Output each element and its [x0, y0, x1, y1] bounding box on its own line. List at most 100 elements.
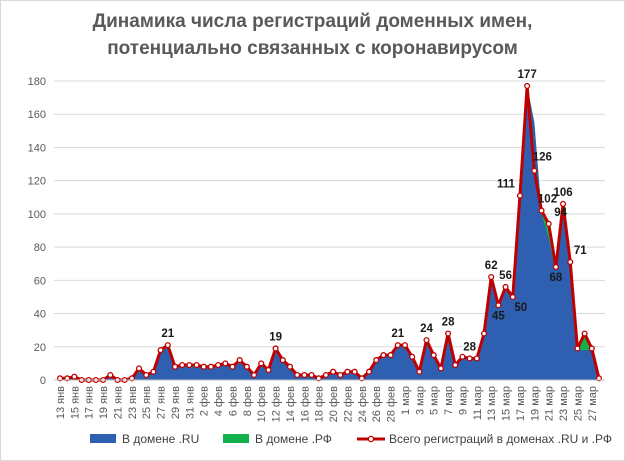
x-tick-label-26: 5 мар — [429, 386, 441, 415]
total-marker-39 — [337, 371, 344, 379]
x-tick-label-28: 9 мар — [457, 386, 469, 415]
x-tick-label-20: 22 фев — [342, 386, 354, 422]
x-tick-label-6: 25 янв — [141, 386, 153, 419]
total-marker-33 — [294, 371, 301, 379]
total-marker-66 — [531, 167, 538, 174]
total-marker-51 — [423, 337, 430, 344]
x-tick-label-9: 31 янв — [184, 386, 196, 419]
total-marker-73 — [581, 330, 588, 337]
total-marker-46 — [387, 352, 394, 359]
total-marker-13 — [150, 368, 157, 375]
total-marker-7 — [107, 371, 114, 379]
data-label-17: 71 — [574, 245, 587, 257]
total-marker-54 — [445, 330, 452, 337]
data-label-14: 94 — [554, 207, 567, 219]
x-tick-label-24: 1 мар — [400, 386, 412, 415]
total-marker-18 — [186, 361, 193, 369]
total-marker-65 — [524, 82, 531, 90]
x-tick-label-3: 19 янв — [98, 386, 110, 419]
x-tick-label-18: 18 фев — [314, 386, 326, 422]
data-label-4: 28 — [442, 316, 455, 328]
total-marker-68 — [545, 220, 552, 227]
total-marker-38 — [330, 368, 337, 375]
y-tick-label-1: 20 — [34, 342, 46, 354]
total-marker-53 — [437, 365, 444, 372]
total-marker-71 — [567, 259, 574, 266]
total-marker-74 — [588, 345, 595, 352]
total-marker-50 — [416, 368, 423, 375]
total-marker-60 — [488, 273, 495, 281]
total-marker-43 — [365, 368, 373, 375]
total-marker-32 — [286, 363, 294, 370]
total-marker-47 — [394, 342, 401, 349]
data-label-1: 19 — [269, 331, 282, 343]
data-label-12: 126 — [533, 152, 552, 164]
total-marker-31 — [279, 357, 286, 364]
x-tick-label-1: 15 янв — [69, 386, 81, 419]
y-tick-label-4: 80 — [34, 242, 46, 254]
data-label-6: 62 — [485, 260, 498, 272]
x-tick-label-5: 23 янв — [127, 386, 139, 419]
x-tick-label-2: 17 янв — [84, 386, 96, 419]
y-tick-label-3: 60 — [34, 275, 46, 287]
x-tick-label-29: 11 мар — [472, 386, 484, 420]
total-marker-2 — [71, 373, 78, 380]
x-tick-label-16: 14 фев — [285, 386, 297, 422]
series-line-total — [60, 84, 601, 382]
x-tick-label-8: 29 янв — [170, 386, 182, 419]
x-tick-label-10: 2 фев — [199, 386, 211, 416]
x-tick-label-4: 21 янв — [112, 386, 124, 419]
x-tick-label-30: 13 мар — [486, 386, 498, 421]
y-tick-label-0: 0 — [40, 375, 46, 387]
total-marker-59 — [480, 330, 488, 337]
y-tick-label-5: 100 — [28, 209, 46, 221]
legend-label-1: В домене .РФ — [255, 432, 332, 446]
x-tick-label-22: 26 фев — [371, 386, 383, 422]
data-label-13: 102 — [538, 194, 557, 206]
x-tick-label-25: 3 мар — [414, 386, 426, 415]
x-tick-label-27: 7 мар — [443, 386, 455, 415]
total-marker-41 — [351, 368, 358, 375]
x-tick-label-34: 21 мар — [544, 386, 556, 421]
total-marker-52 — [430, 352, 437, 359]
total-marker-23 — [222, 360, 229, 367]
x-tick-label-35: 23 мар — [558, 386, 570, 421]
legend-swatch-0 — [90, 434, 116, 443]
total-marker-15 — [164, 342, 171, 349]
legend-marker-2 — [367, 435, 375, 443]
legend-label-2: Всего регистраций в доменах .RU и .РФ — [389, 432, 612, 446]
data-label-2: 21 — [391, 328, 404, 340]
legend-swatch-1 — [223, 434, 249, 443]
total-marker-28 — [258, 360, 265, 367]
x-tick-label-7: 27 янв — [156, 386, 168, 419]
legend-label-0: В домене .RU — [122, 432, 199, 446]
data-label-8: 56 — [499, 270, 512, 282]
data-label-15: 68 — [549, 272, 562, 284]
x-tick-label-0: 13 янв — [55, 386, 67, 419]
y-tick-label-6: 120 — [28, 176, 46, 188]
x-tick-label-33: 19 мар — [529, 386, 541, 421]
total-marker-21 — [207, 363, 214, 370]
chart-title-line2: потенциально связанных с коронавирусом — [107, 38, 518, 59]
total-marker-62 — [502, 283, 509, 291]
total-marker-27 — [250, 371, 258, 379]
x-tick-label-15: 12 фев — [271, 386, 283, 422]
x-tick-label-32: 17 мар — [515, 386, 527, 421]
total-marker-63 — [509, 293, 516, 300]
total-marker-29 — [265, 366, 272, 374]
total-marker-49 — [409, 353, 416, 360]
data-label-0: 21 — [161, 328, 174, 340]
total-marker-26 — [243, 363, 250, 370]
total-marker-25 — [236, 357, 243, 364]
total-marker-22 — [215, 361, 222, 369]
total-marker-16 — [171, 363, 179, 370]
data-label-3: 24 — [420, 323, 433, 335]
data-label-16: 106 — [553, 187, 572, 199]
chart-title-line1: Динамика числа регистраций доменных имен… — [92, 11, 533, 32]
data-label-9: 50 — [514, 302, 527, 314]
data-label-11: 177 — [518, 69, 537, 81]
total-marker-19 — [193, 361, 200, 369]
chart-title: Динамика числа регистраций доменных имен… — [0, 8, 625, 62]
series-area-ru — [60, 85, 599, 380]
